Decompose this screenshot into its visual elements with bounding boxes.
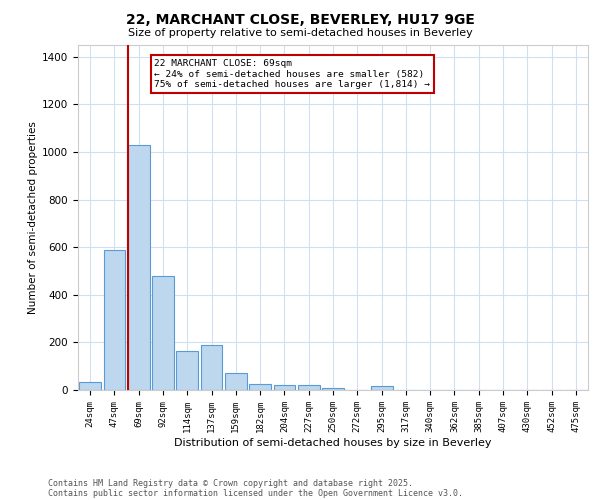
Text: Contains public sector information licensed under the Open Government Licence v3: Contains public sector information licen… [48, 488, 463, 498]
Text: 22 MARCHANT CLOSE: 69sqm
← 24% of semi-detached houses are smaller (582)
75% of : 22 MARCHANT CLOSE: 69sqm ← 24% of semi-d… [155, 60, 431, 89]
Y-axis label: Number of semi-detached properties: Number of semi-detached properties [28, 121, 38, 314]
Bar [128, 145, 149, 390]
Bar [79, 382, 101, 390]
Bar [249, 384, 271, 390]
Bar [176, 350, 198, 390]
Bar [322, 388, 344, 390]
Text: 22, MARCHANT CLOSE, BEVERLEY, HU17 9GE: 22, MARCHANT CLOSE, BEVERLEY, HU17 9GE [125, 12, 475, 26]
Bar [104, 250, 125, 390]
Text: Contains HM Land Registry data © Crown copyright and database right 2025.: Contains HM Land Registry data © Crown c… [48, 478, 413, 488]
Bar [298, 385, 320, 390]
X-axis label: Distribution of semi-detached houses by size in Beverley: Distribution of semi-detached houses by … [174, 438, 492, 448]
Bar [200, 345, 223, 390]
Bar [152, 276, 174, 390]
Bar [225, 374, 247, 390]
Bar [371, 386, 392, 390]
Bar [274, 385, 295, 390]
Text: Size of property relative to semi-detached houses in Beverley: Size of property relative to semi-detach… [128, 28, 472, 38]
